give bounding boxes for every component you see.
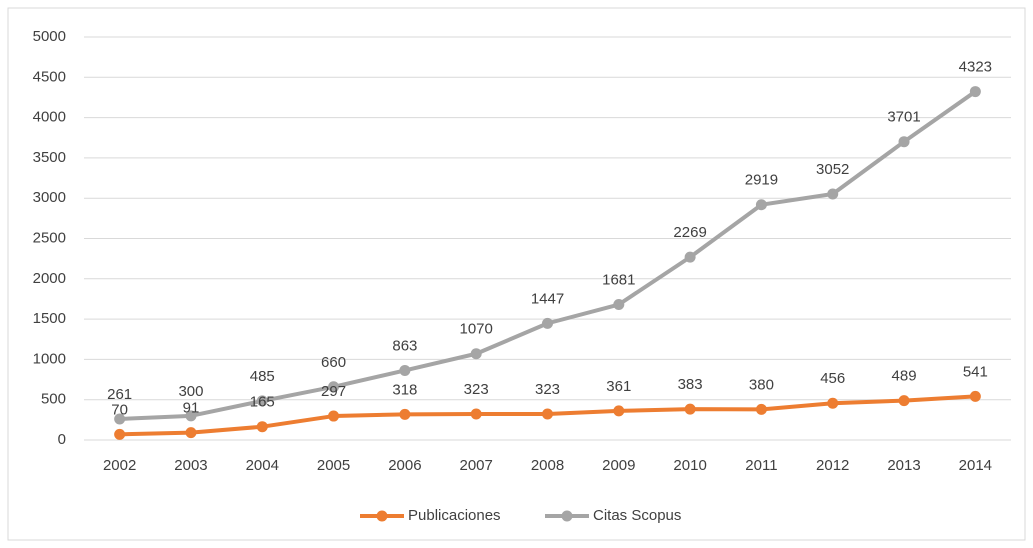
data-point xyxy=(755,403,767,415)
data-point xyxy=(542,317,553,329)
x-tick-label: 2011 xyxy=(745,457,777,474)
x-tick-label: 2013 xyxy=(887,457,920,474)
data-label: 485 xyxy=(250,368,275,385)
data-label: 261 xyxy=(107,386,132,403)
data-point xyxy=(898,136,910,148)
data-label: 1447 xyxy=(531,290,564,307)
legend-marker xyxy=(376,510,388,522)
data-point xyxy=(470,348,482,360)
data-label: 361 xyxy=(606,378,631,395)
data-label: 383 xyxy=(678,376,703,393)
data-point xyxy=(684,251,696,263)
data-point xyxy=(185,410,197,422)
data-point xyxy=(613,405,625,417)
x-tick-label: 2005 xyxy=(317,457,350,474)
y-tick-label: 500 xyxy=(41,391,66,408)
chart-border xyxy=(7,7,1026,541)
data-label: 323 xyxy=(464,381,489,398)
data-point xyxy=(114,413,126,425)
legend-label: Citas Scopus xyxy=(593,507,681,524)
data-label: 863 xyxy=(392,337,417,354)
x-tick-label: 2004 xyxy=(246,457,279,474)
x-tick-label: 2014 xyxy=(959,457,992,474)
data-label: 1070 xyxy=(460,321,493,338)
y-tick-label: 1500 xyxy=(33,310,66,327)
data-label: 70 xyxy=(111,401,128,418)
x-tick-label: 2012 xyxy=(816,457,849,474)
x-tick-label: 2007 xyxy=(460,457,493,474)
data-point xyxy=(613,299,625,311)
data-point xyxy=(256,421,268,433)
legend-marker xyxy=(561,510,573,522)
data-point xyxy=(399,364,411,376)
data-label: 3052 xyxy=(816,161,849,178)
data-point xyxy=(328,410,340,422)
data-point xyxy=(542,408,553,420)
data-point xyxy=(256,395,268,407)
legend-label: Publicaciones xyxy=(408,507,501,524)
data-label: 1681 xyxy=(602,271,635,288)
data-label: 323 xyxy=(535,381,560,398)
data-point xyxy=(470,408,482,420)
y-tick-label: 3000 xyxy=(33,189,66,206)
data-label: 91 xyxy=(183,400,200,417)
data-point xyxy=(827,397,839,409)
y-tick-label: 1000 xyxy=(33,350,66,367)
x-tick-label: 2006 xyxy=(388,457,421,474)
x-tick-label: 2003 xyxy=(174,457,207,474)
data-point xyxy=(755,199,767,211)
data-point xyxy=(185,427,197,439)
y-tick-label: 2500 xyxy=(33,229,66,246)
y-tick-label: 4000 xyxy=(33,109,66,126)
x-tick-label: 2010 xyxy=(673,457,706,474)
data-label: 541 xyxy=(963,363,988,380)
y-tick-label: 4500 xyxy=(33,68,66,85)
data-label: 318 xyxy=(392,381,417,398)
data-label: 2919 xyxy=(745,172,778,189)
data-label: 3701 xyxy=(887,109,920,126)
x-tick-label: 2002 xyxy=(103,457,136,474)
data-label: 380 xyxy=(749,376,774,393)
data-label: 165 xyxy=(250,394,275,411)
data-label: 489 xyxy=(892,368,917,385)
data-label: 456 xyxy=(820,370,845,387)
data-point xyxy=(969,86,981,98)
y-tick-label: 5000 xyxy=(33,28,66,45)
data-point xyxy=(969,390,981,402)
data-label: 660 xyxy=(321,354,346,371)
data-point xyxy=(684,403,696,415)
data-label: 4323 xyxy=(959,59,992,76)
data-label: 297 xyxy=(321,383,346,400)
data-label: 2269 xyxy=(673,224,706,241)
data-point xyxy=(827,188,839,200)
y-tick-label: 2000 xyxy=(33,270,66,287)
y-tick-label: 3500 xyxy=(33,149,66,166)
data-point xyxy=(328,381,340,393)
x-tick-label: 2009 xyxy=(602,457,635,474)
data-point xyxy=(399,408,411,420)
data-label: 300 xyxy=(178,383,203,400)
data-point xyxy=(898,395,910,407)
y-tick-label: 0 xyxy=(58,431,66,448)
x-tick-label: 2008 xyxy=(531,457,564,474)
data-point xyxy=(114,428,126,440)
